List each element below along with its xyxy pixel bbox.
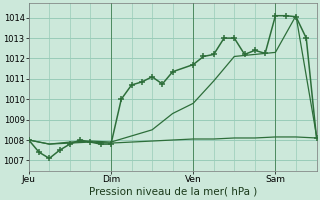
X-axis label: Pression niveau de la mer( hPa ): Pression niveau de la mer( hPa ) [89, 187, 257, 197]
